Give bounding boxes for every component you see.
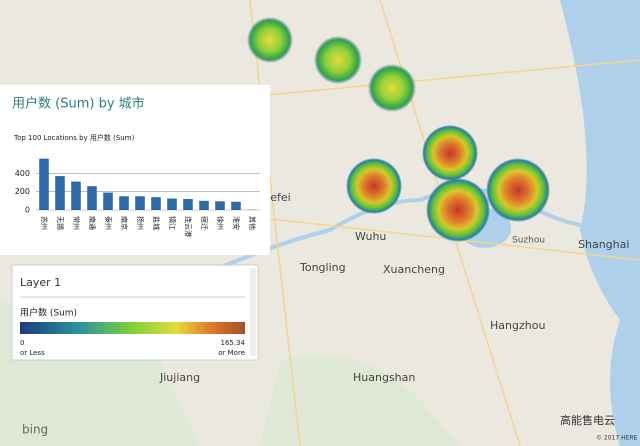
legend-panel [11,264,259,361]
park [260,355,460,446]
bar [119,196,129,210]
x-tick-label: 连云港 [184,216,193,237]
x-tick-label: 淮安 [232,216,241,230]
place-label: Huangshan [353,371,415,384]
y-tick-label: 400 [15,169,30,178]
watermark: 高能售电云 [560,413,615,427]
legend-max: 165.34 [221,339,246,347]
heatmap [247,17,550,242]
scrollbar[interactable] [250,268,256,356]
heat-spot [314,36,362,84]
heat-spot [486,158,550,222]
place-label: Tongling [299,261,346,274]
legend-measure: 用户数 (Sum) [20,307,77,319]
bar [55,176,65,210]
x-tick-label: 徐州 [216,216,225,230]
place-label: Wuhu [355,230,386,243]
heat-spot [346,158,402,214]
attribution: bing [22,423,48,437]
place-label: Hangzhou [490,319,545,332]
bar [151,197,161,210]
copyright: © 2017 HERE [596,435,638,442]
bar [167,198,177,210]
x-tick-label: 南通 [88,216,97,230]
x-tick-label: 无锡 [56,216,65,230]
place-label: Jiujiang [159,371,200,384]
legend-layer: Layer 1 [20,276,61,289]
x-tick-label: 南京 [120,216,129,230]
bar-chart: 0 200 400 苏州 无锡 常州 南通 泰州 南京 扬州 盐城 镇江 连云港 宿迁 徐州 淮安 其他 [15,158,260,237]
heat-spot [426,178,490,242]
bar [39,158,49,210]
color-scale [20,322,245,334]
bar [231,201,241,210]
bar [103,192,113,210]
bar [215,201,225,210]
bar [135,196,145,210]
x-tick-label: 盐城 [152,216,161,230]
y-tick-label: 0 [25,206,30,215]
chart-subtitle: Top 100 Locations by 用户数 (Sum) [13,133,135,142]
sea [560,0,640,446]
bar [71,181,81,210]
heat-spot [368,64,416,112]
legend-min-note: or Less [20,349,45,357]
place-label: Shanghai [578,238,629,251]
x-tick-label: 镇江 [168,216,177,230]
x-tick-label: 扬州 [136,216,145,230]
bar [87,186,97,210]
heat-spot [422,125,478,181]
x-tick-label: 其他 [248,216,257,230]
legend-min: 0 [20,339,24,347]
x-tick-label: 宿迁 [200,216,209,230]
place-label: Xuancheng [383,263,445,276]
chart-title: 用户数 (Sum) by 城市 [12,96,145,112]
y-tick-label: 200 [15,187,30,196]
x-tick-label: 泰州 [104,216,113,230]
bar [199,200,209,210]
bar [183,199,193,210]
place-label: Suzhou [512,236,545,246]
legend-max-note: or More [218,349,245,357]
x-tick-label: 苏州 [40,216,49,230]
x-tick-label: 常州 [72,216,81,230]
heat-spot [247,17,293,63]
